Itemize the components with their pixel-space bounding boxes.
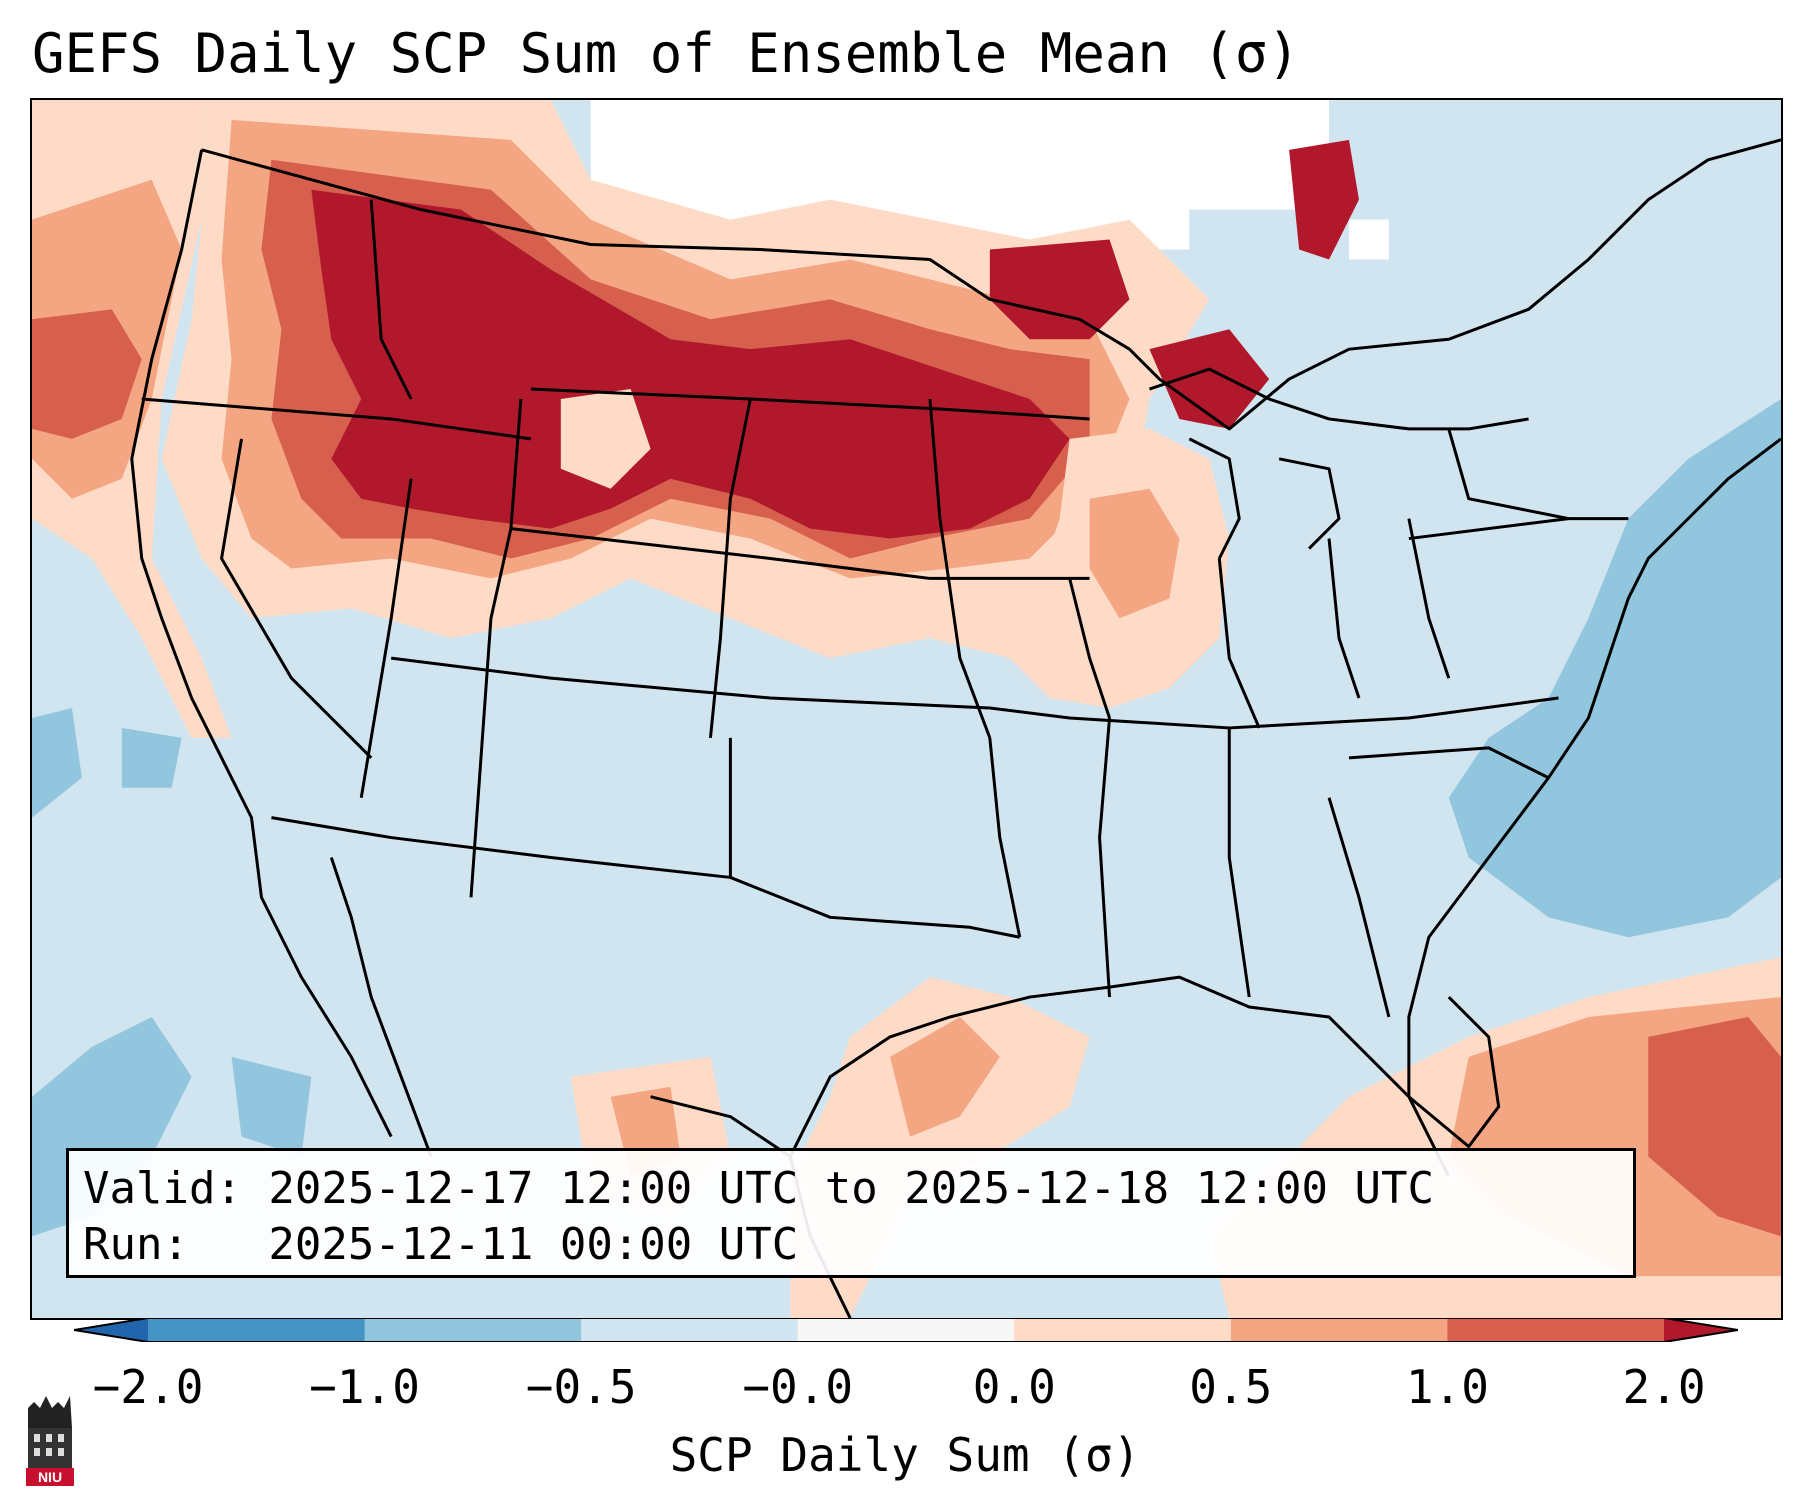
map-panel — [30, 98, 1783, 1320]
colorbar-extend-low — [74, 1318, 148, 1342]
colorbar-segment — [1447, 1318, 1665, 1342]
anomaly-map — [32, 100, 1781, 1318]
colorbar-segment — [1014, 1318, 1232, 1342]
colorbar-tick-label: 2.0 — [1622, 1360, 1706, 1414]
valid-line: Valid: 2025-12-17 12:00 UTC to 2025-12-1… — [83, 1163, 1435, 1214]
plains-anomaly — [161, 100, 1359, 659]
colorbar-label: SCP Daily Sum (σ) — [669, 1428, 1141, 1482]
niu-logo-icon: NIU — [26, 1396, 74, 1486]
midwest-anomaly — [1009, 428, 1230, 709]
colorbar-segment — [364, 1318, 582, 1342]
colorbar-segment — [581, 1318, 799, 1342]
colorbar-segment — [1230, 1318, 1448, 1342]
colorbar-extend-high — [1664, 1318, 1738, 1342]
map-title: GEFS Daily SCP Sum of Ensemble Mean (σ) — [32, 22, 1300, 85]
colorbar-tick-label: 0.0 — [972, 1360, 1056, 1414]
valid-time-box: Valid: 2025-12-17 12:00 UTC to 2025-12-1… — [66, 1148, 1636, 1278]
atlantic-anomaly — [1448, 399, 1781, 938]
colorbar-segment — [148, 1318, 366, 1342]
colorbar-tick-label: −1.0 — [309, 1360, 420, 1414]
colorbar — [74, 1318, 1738, 1342]
colorbar-tick-label: −2.0 — [92, 1360, 204, 1414]
run-line: Run: 2025-12-11 00:00 UTC — [83, 1219, 799, 1270]
colorbar-tick-label: 1.0 — [1405, 1360, 1489, 1414]
colorbar-segment — [797, 1318, 1015, 1342]
colorbar-tick-label: −0.5 — [525, 1360, 637, 1414]
colorbar-tick-label: 0.5 — [1189, 1360, 1273, 1414]
colorbar-tick-label: −0.0 — [742, 1360, 854, 1414]
pacific-light-anomaly — [32, 100, 232, 738]
svg-text:NIU: NIU — [38, 1469, 62, 1485]
